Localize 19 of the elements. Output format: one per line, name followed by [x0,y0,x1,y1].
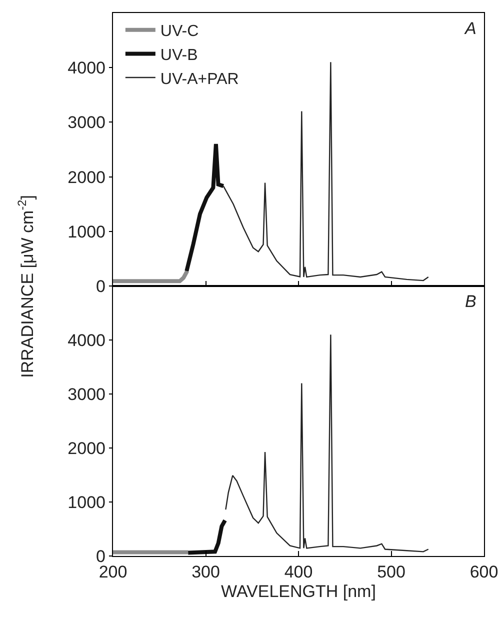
y-tick-label: 3000 [68,113,106,132]
y-tick-label: 0 [96,276,106,296]
y-tick-label: 3000 [68,384,106,404]
x-tick-label: 500 [377,562,406,582]
y-tick-label: 1000 [68,222,106,242]
y-tick-label: 2000 [68,168,106,187]
x-axis-title: WAVELENGTH [nm] [221,582,376,601]
x-tick-label: 300 [192,562,220,582]
y-tick-label: 2000 [68,438,106,458]
legend-label: UV-C [160,23,199,40]
x-tick-label: 400 [284,562,313,582]
annotation: A [464,19,476,38]
legend-label: UV-B [160,46,198,64]
annotation: B [465,292,476,311]
y-tick-label: 4000 [68,330,106,350]
y-tick-label: 1000 [68,492,106,512]
y-tick-label: 4000 [68,58,106,78]
legend-label: UV-A+PAR [160,70,239,88]
x-tick-label: 600 [470,562,498,582]
